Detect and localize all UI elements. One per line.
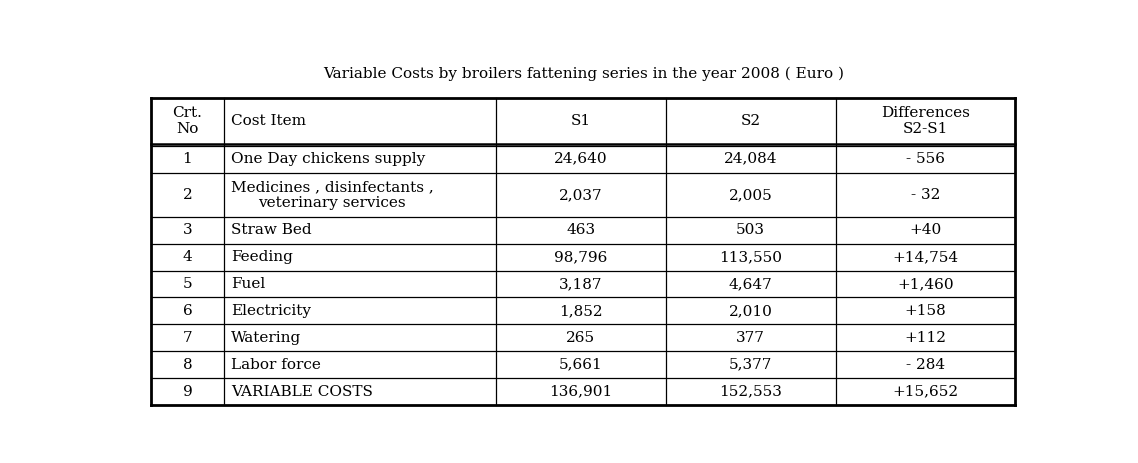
Text: 5: 5 — [183, 277, 192, 291]
Text: +40: +40 — [909, 223, 941, 238]
Text: Electricity: Electricity — [231, 304, 311, 318]
Text: Cost Item: Cost Item — [231, 114, 306, 128]
Text: Labor force: Labor force — [231, 357, 321, 372]
Text: 24,084: 24,084 — [724, 152, 777, 166]
Text: 7: 7 — [183, 331, 192, 345]
Text: One Day chickens supply: One Day chickens supply — [231, 152, 426, 166]
Text: Differences
S2-S1: Differences S2-S1 — [881, 106, 970, 137]
Text: 265: 265 — [567, 331, 595, 345]
Text: 3,187: 3,187 — [559, 277, 602, 291]
Text: 4: 4 — [182, 250, 192, 264]
Text: 5,661: 5,661 — [559, 357, 603, 372]
Text: Variable Costs by broilers fattening series in the year 2008 ( Euro ): Variable Costs by broilers fattening ser… — [323, 66, 843, 81]
Text: +14,754: +14,754 — [892, 250, 958, 264]
Text: 9: 9 — [182, 384, 192, 399]
Text: 503: 503 — [736, 223, 765, 238]
Text: Feeding: Feeding — [231, 250, 292, 264]
Text: 1: 1 — [182, 152, 192, 166]
Text: 136,901: 136,901 — [550, 384, 612, 399]
Text: 3: 3 — [183, 223, 192, 238]
Text: +1,460: +1,460 — [897, 277, 954, 291]
Text: 2,005: 2,005 — [728, 188, 773, 202]
Text: 5,377: 5,377 — [729, 357, 773, 372]
Text: 8: 8 — [183, 357, 192, 372]
Text: 2,037: 2,037 — [559, 188, 603, 202]
Text: 6: 6 — [182, 304, 192, 318]
Text: 463: 463 — [567, 223, 595, 238]
Text: Fuel: Fuel — [231, 277, 265, 291]
Text: Medicines , disinfectants ,
veterinary services: Medicines , disinfectants , veterinary s… — [231, 180, 434, 210]
Text: Crt.
No: Crt. No — [173, 106, 203, 137]
Text: - 32: - 32 — [910, 188, 940, 202]
Text: 113,550: 113,550 — [719, 250, 782, 264]
Text: VARIABLE COSTS: VARIABLE COSTS — [231, 384, 373, 399]
Text: 24,640: 24,640 — [554, 152, 608, 166]
Text: 98,796: 98,796 — [554, 250, 608, 264]
Text: 2,010: 2,010 — [728, 304, 773, 318]
Text: 377: 377 — [736, 331, 765, 345]
Text: Watering: Watering — [231, 331, 302, 345]
Text: - 556: - 556 — [906, 152, 945, 166]
Text: - 284: - 284 — [906, 357, 946, 372]
Text: Straw Bed: Straw Bed — [231, 223, 312, 238]
Text: +112: +112 — [905, 331, 947, 345]
Text: S1: S1 — [571, 114, 591, 128]
Text: +15,652: +15,652 — [892, 384, 958, 399]
Text: 2: 2 — [182, 188, 192, 202]
Text: 1,852: 1,852 — [559, 304, 603, 318]
Text: S2: S2 — [741, 114, 761, 128]
Text: 4,647: 4,647 — [728, 277, 773, 291]
Text: +158: +158 — [905, 304, 947, 318]
Text: 152,553: 152,553 — [719, 384, 782, 399]
